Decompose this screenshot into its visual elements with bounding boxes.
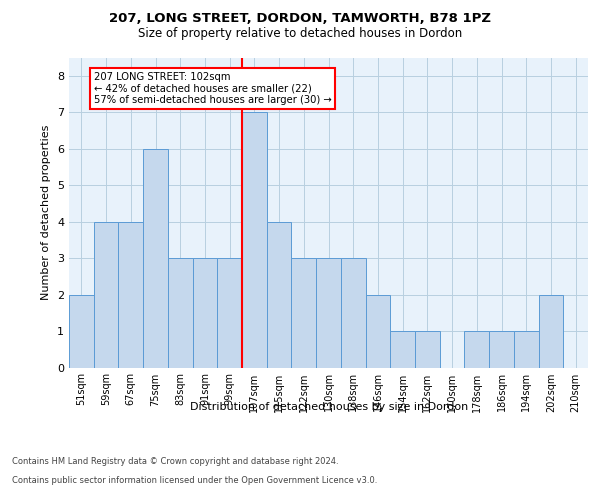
- Bar: [94, 222, 118, 368]
- Bar: [118, 222, 143, 368]
- Bar: [69, 294, 94, 368]
- Bar: [292, 258, 316, 368]
- Text: Contains public sector information licensed under the Open Government Licence v3: Contains public sector information licen…: [12, 476, 377, 485]
- Text: Contains HM Land Registry data © Crown copyright and database right 2024.: Contains HM Land Registry data © Crown c…: [12, 458, 338, 466]
- Text: Distribution of detached houses by size in Dordon: Distribution of detached houses by size …: [190, 402, 468, 412]
- Text: 207, LONG STREET, DORDON, TAMWORTH, B78 1PZ: 207, LONG STREET, DORDON, TAMWORTH, B78 …: [109, 12, 491, 26]
- Bar: [341, 258, 365, 368]
- Bar: [464, 331, 489, 368]
- Bar: [143, 148, 168, 368]
- Bar: [168, 258, 193, 368]
- Y-axis label: Number of detached properties: Number of detached properties: [41, 125, 52, 300]
- Bar: [539, 294, 563, 368]
- Text: Size of property relative to detached houses in Dordon: Size of property relative to detached ho…: [138, 28, 462, 40]
- Bar: [267, 222, 292, 368]
- Bar: [514, 331, 539, 368]
- Bar: [365, 294, 390, 368]
- Bar: [390, 331, 415, 368]
- Bar: [242, 112, 267, 368]
- Bar: [217, 258, 242, 368]
- Bar: [316, 258, 341, 368]
- Bar: [489, 331, 514, 368]
- Text: 207 LONG STREET: 102sqm
← 42% of detached houses are smaller (22)
57% of semi-de: 207 LONG STREET: 102sqm ← 42% of detache…: [94, 72, 331, 106]
- Bar: [415, 331, 440, 368]
- Bar: [193, 258, 217, 368]
